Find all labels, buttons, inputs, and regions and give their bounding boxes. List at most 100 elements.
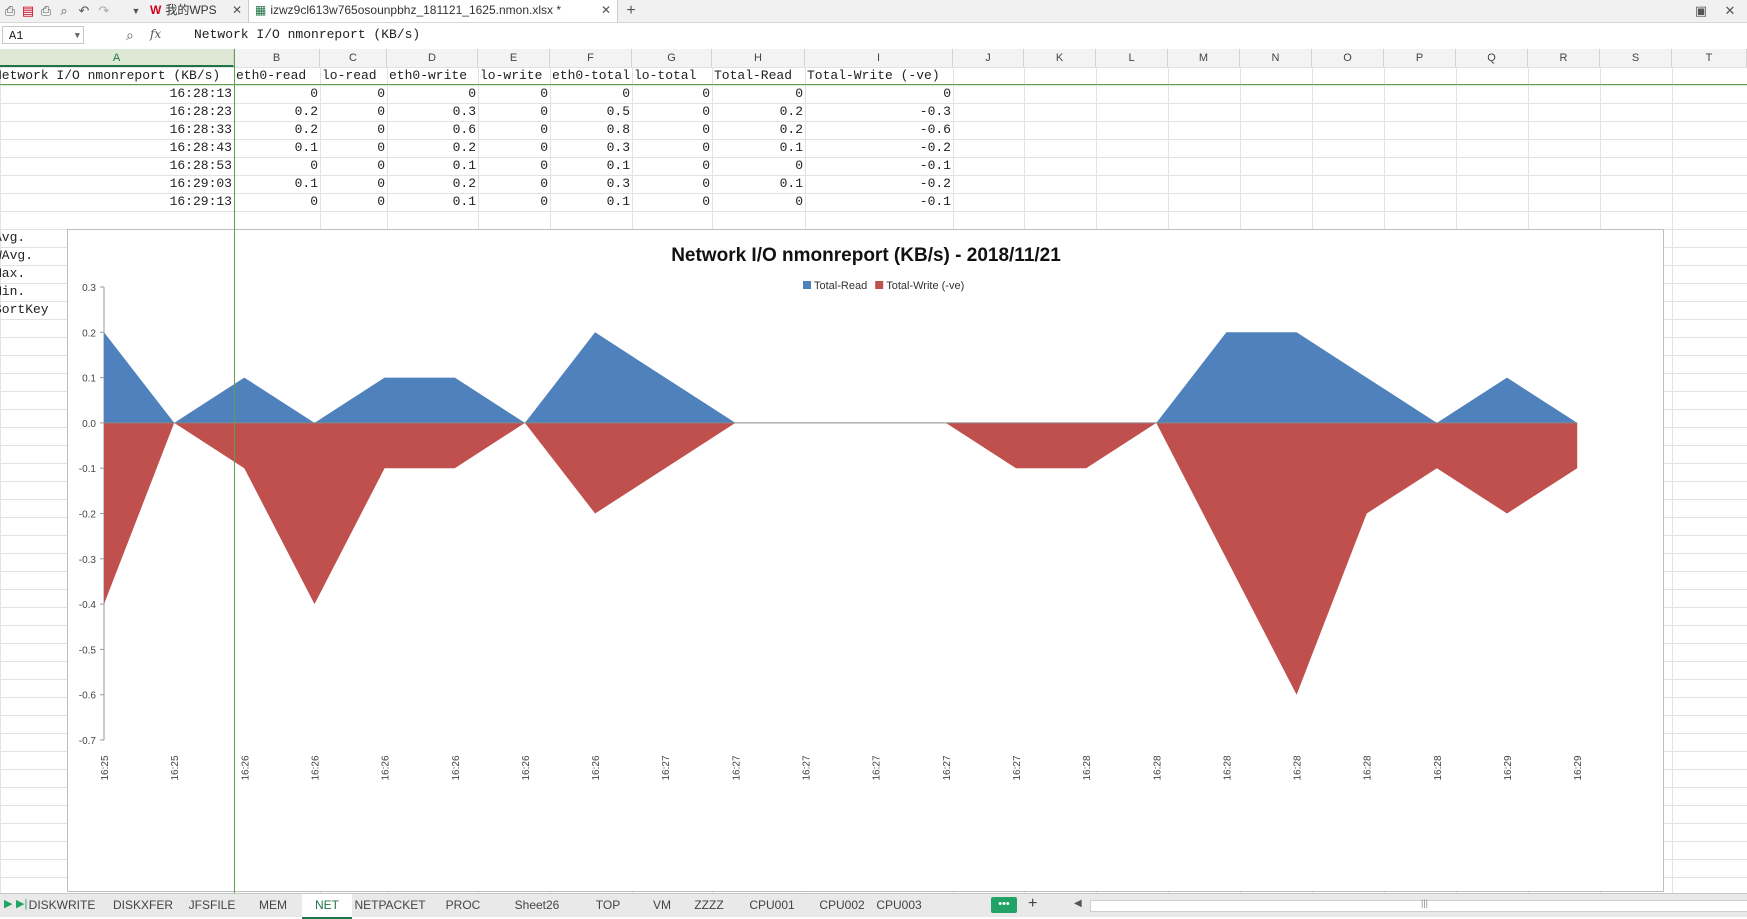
redo-icon[interactable]: ↷ bbox=[96, 3, 112, 19]
header-cell[interactable]: Total-Write (-ve) bbox=[805, 67, 953, 85]
data-cell[interactable]: 0 bbox=[320, 85, 387, 103]
data-cell[interactable]: 16:28:53 bbox=[0, 157, 234, 175]
undo-icon[interactable]: ↶ bbox=[76, 3, 92, 19]
data-cell[interactable]: 0 bbox=[234, 85, 320, 103]
app-icon[interactable]: ⎙ bbox=[2, 3, 18, 19]
name-box[interactable]: A1▼ bbox=[2, 26, 84, 44]
data-cell[interactable]: -0.6 bbox=[805, 121, 953, 139]
header-cell[interactable]: eth0-write bbox=[387, 67, 478, 85]
data-cell[interactable]: 0 bbox=[478, 157, 550, 175]
sheet-tab-top[interactable]: TOP bbox=[576, 894, 640, 917]
data-cell[interactable]: 0.1 bbox=[550, 157, 632, 175]
data-cell[interactable]: 0 bbox=[632, 103, 712, 121]
data-cell[interactable]: 0 bbox=[805, 85, 953, 103]
stat-label-cell[interactable]: Max. bbox=[0, 265, 74, 283]
column-header-q[interactable]: Q bbox=[1456, 49, 1528, 67]
data-cell[interactable]: 0 bbox=[320, 175, 387, 193]
data-cell[interactable]: -0.3 bbox=[805, 103, 953, 121]
data-cell[interactable]: 0 bbox=[712, 157, 805, 175]
data-cell[interactable]: 0.1 bbox=[550, 193, 632, 211]
data-cell[interactable]: 0 bbox=[234, 193, 320, 211]
sheet-tab-zzzz[interactable]: ZZZZ bbox=[684, 894, 734, 917]
column-header-a[interactable]: A bbox=[0, 49, 234, 67]
data-cell[interactable]: 0 bbox=[320, 157, 387, 175]
sheet-tab-netpacket[interactable]: NETPACKET bbox=[352, 894, 428, 917]
sheet-tab-net[interactable]: NET bbox=[302, 894, 352, 919]
file-tab[interactable]: ▦izwz9cl613w765osounpbhz_181121_1625.nmo… bbox=[248, 0, 618, 22]
data-cell[interactable]: 0 bbox=[234, 157, 320, 175]
data-cell[interactable]: 0 bbox=[712, 193, 805, 211]
sheet-tab-mem[interactable]: MEM bbox=[244, 894, 302, 917]
data-cell[interactable]: -0.2 bbox=[805, 175, 953, 193]
column-header-r[interactable]: R bbox=[1528, 49, 1600, 67]
column-header-n[interactable]: N bbox=[1240, 49, 1312, 67]
data-cell[interactable]: 0 bbox=[478, 85, 550, 103]
data-cell[interactable]: 0.2 bbox=[712, 121, 805, 139]
add-sheet-button[interactable]: + bbox=[1028, 895, 1037, 913]
data-cell[interactable]: 0 bbox=[632, 139, 712, 157]
preview-icon[interactable]: ⌕ bbox=[56, 3, 72, 19]
data-cell[interactable]: 16:28:43 bbox=[0, 139, 234, 157]
data-cell[interactable]: 0 bbox=[632, 175, 712, 193]
window-close-icon[interactable]: ✕ bbox=[1722, 3, 1738, 19]
data-cell[interactable]: 0 bbox=[478, 175, 550, 193]
stat-label-cell[interactable]: Min. bbox=[0, 283, 74, 301]
data-cell[interactable]: 0.1 bbox=[387, 157, 478, 175]
print-icon[interactable]: ⎙ bbox=[38, 3, 54, 19]
header-cell[interactable]: eth0-total bbox=[550, 67, 632, 85]
column-header-d[interactable]: D bbox=[387, 49, 478, 67]
stat-label-cell[interactable]: WAvg. bbox=[0, 247, 74, 265]
quick-access-dropdown-icon[interactable]: ▼ bbox=[128, 3, 144, 19]
stat-label-cell[interactable]: SortKey bbox=[0, 301, 74, 319]
header-cell[interactable]: lo-write bbox=[478, 67, 550, 85]
data-cell[interactable]: 0 bbox=[320, 103, 387, 121]
column-header-c[interactable]: C bbox=[320, 49, 387, 67]
sheet-tab-jfsfile[interactable]: JFSFILE bbox=[180, 894, 244, 917]
data-cell[interactable]: 0 bbox=[320, 193, 387, 211]
sheet-tab-proc[interactable]: PROC bbox=[428, 894, 498, 917]
sheet-tab-cpu002[interactable]: CPU002 bbox=[810, 894, 874, 917]
data-cell[interactable]: 0.3 bbox=[550, 139, 632, 157]
sheet-tab-cpu001[interactable]: CPU001 bbox=[734, 894, 810, 917]
column-header-i[interactable]: I bbox=[805, 49, 953, 67]
data-cell[interactable]: 0 bbox=[478, 139, 550, 157]
column-header-b[interactable]: B bbox=[234, 49, 320, 67]
column-header-l[interactable]: L bbox=[1096, 49, 1168, 67]
data-cell[interactable]: 16:28:13 bbox=[0, 85, 234, 103]
stat-label-cell[interactable]: Avg. bbox=[0, 229, 74, 247]
fx-icon[interactable]: fx bbox=[150, 27, 161, 41]
data-cell[interactable]: 0.2 bbox=[712, 103, 805, 121]
data-cell[interactable]: 0.2 bbox=[234, 121, 320, 139]
header-cell[interactable]: lo-read bbox=[320, 67, 387, 85]
header-cell[interactable]: lo-total bbox=[632, 67, 712, 85]
data-cell[interactable]: 16:28:23 bbox=[0, 103, 234, 121]
data-cell[interactable]: 0 bbox=[632, 157, 712, 175]
close-icon[interactable]: ✕ bbox=[601, 0, 611, 20]
column-header-h[interactable]: H bbox=[712, 49, 805, 67]
first-sheet-icon[interactable]: ▶ bbox=[4, 897, 12, 910]
horizontal-scrollbar[interactable]: ||| bbox=[1090, 900, 1747, 912]
sheet-tab-diskxfer[interactable]: DISKXFER bbox=[106, 894, 180, 917]
data-cell[interactable]: 0 bbox=[712, 85, 805, 103]
data-cell[interactable]: 0 bbox=[320, 139, 387, 157]
column-header-p[interactable]: P bbox=[1384, 49, 1456, 67]
data-cell[interactable]: 0.1 bbox=[387, 193, 478, 211]
network-io-chart[interactable]: Network I/O nmonreport (KB/s) - 2018/11/… bbox=[67, 229, 1664, 892]
column-header-m[interactable]: M bbox=[1168, 49, 1240, 67]
close-icon[interactable]: ✕ bbox=[232, 3, 242, 17]
data-cell[interactable]: 0.1 bbox=[234, 139, 320, 157]
chevron-down-icon[interactable]: ▼ bbox=[75, 27, 80, 45]
data-cell[interactable]: 0 bbox=[387, 85, 478, 103]
data-cell[interactable]: 0 bbox=[632, 85, 712, 103]
data-cell[interactable]: 0.1 bbox=[712, 139, 805, 157]
data-cell[interactable]: 16:29:13 bbox=[0, 193, 234, 211]
data-cell[interactable]: 0.1 bbox=[234, 175, 320, 193]
zoom-icon[interactable]: ⌕ bbox=[126, 27, 134, 44]
sheet-tab-diskwrite[interactable]: DISKWRITE bbox=[18, 894, 106, 917]
data-cell[interactable]: 0 bbox=[320, 121, 387, 139]
sheet-tab-vm[interactable]: VM bbox=[640, 894, 684, 917]
column-header-g[interactable]: G bbox=[632, 49, 712, 67]
data-cell[interactable]: 0.2 bbox=[234, 103, 320, 121]
data-cell[interactable]: 0 bbox=[478, 193, 550, 211]
